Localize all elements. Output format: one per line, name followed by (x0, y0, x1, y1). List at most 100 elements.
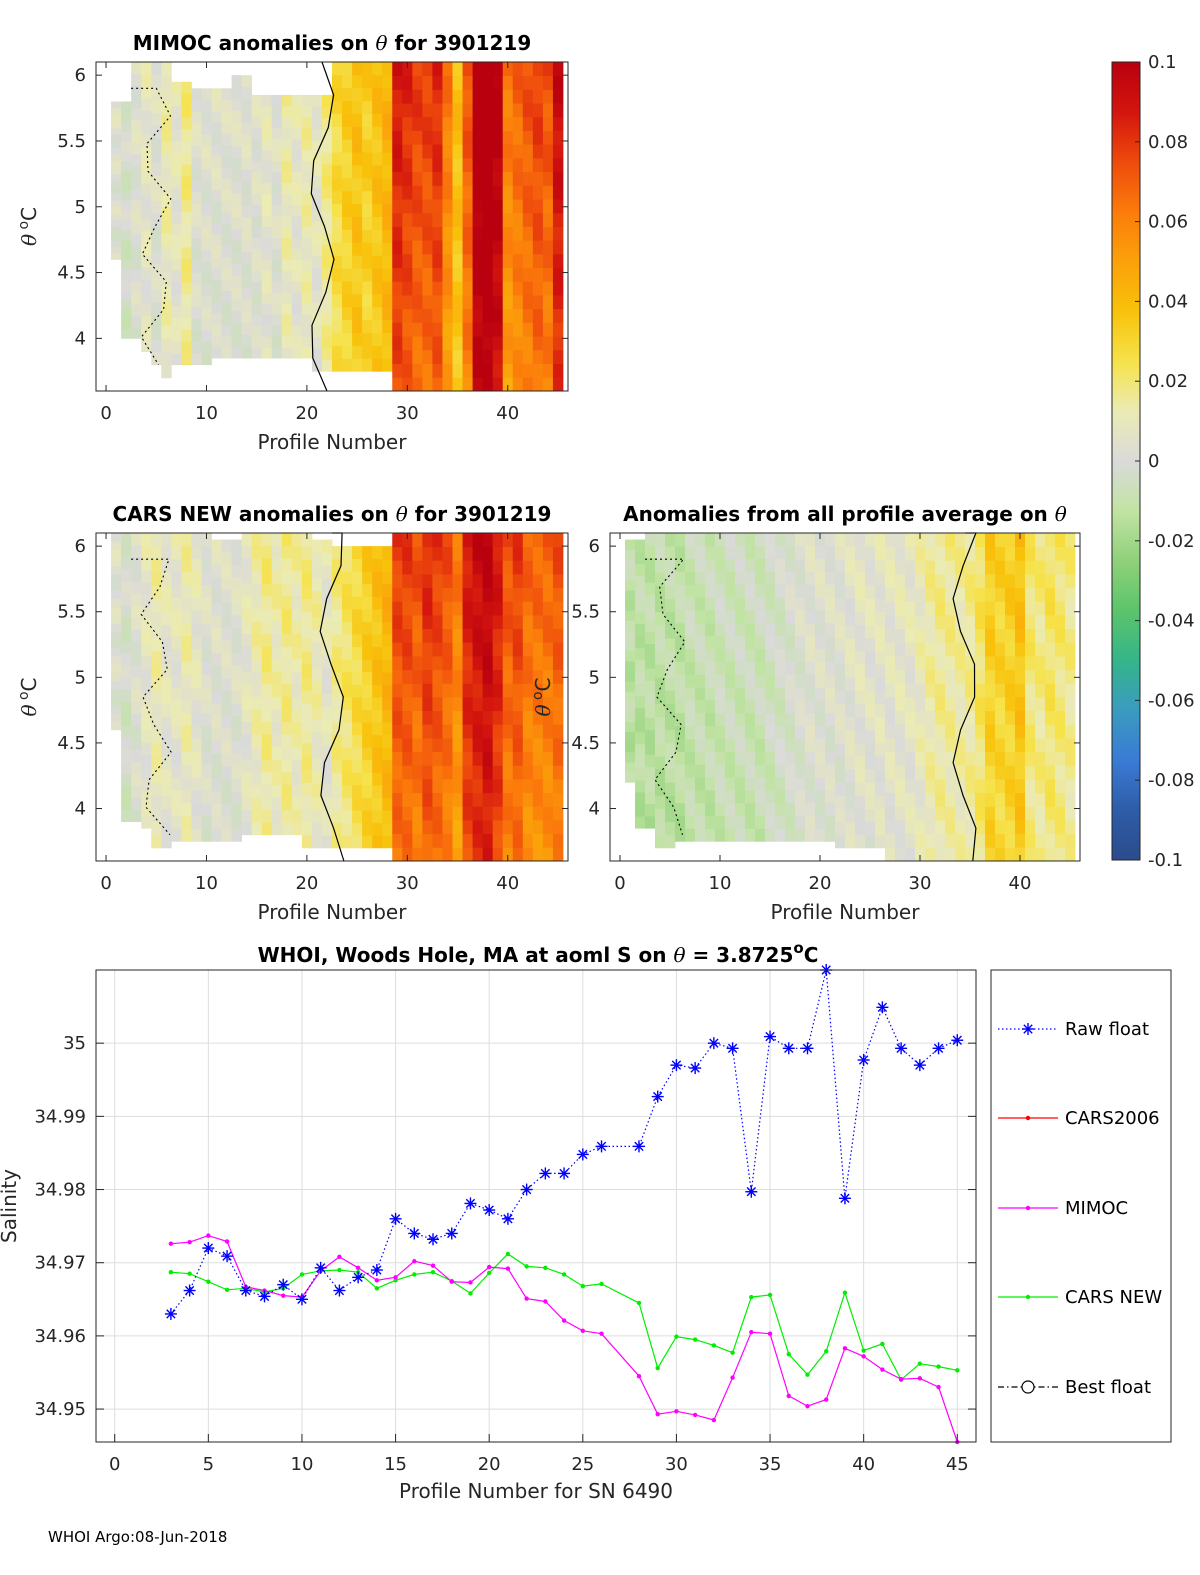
heatmap-cell (725, 764, 736, 778)
heatmap-cell (522, 267, 534, 282)
heatmap-cell (291, 193, 303, 205)
heatmap-cell (815, 828, 826, 842)
heatmap-cell (645, 656, 656, 669)
heatmap-cell (342, 281, 353, 295)
y-axis-label: θ oC (16, 677, 41, 716)
heatmap-cell (875, 611, 886, 626)
heatmap-cell (261, 347, 273, 359)
heatmap-cell (211, 301, 222, 314)
heatmap-cell (645, 815, 656, 829)
heatmap-cell (352, 659, 363, 673)
heatmap-cell (512, 322, 524, 337)
data-point (749, 1294, 754, 1300)
heatmap-cell (171, 246, 182, 259)
heatmap-cell (945, 765, 956, 780)
heatmap-cell (181, 246, 192, 259)
heatmap-cell (825, 648, 836, 662)
heatmap-cell (362, 100, 373, 114)
heatmap-cell (141, 158, 152, 171)
heatmap-cell (502, 253, 514, 269)
heatmap-cell (552, 533, 564, 548)
heatmap-cell (251, 746, 263, 760)
heatmap-cell (785, 712, 796, 727)
data-point (277, 1278, 290, 1291)
heatmap-cell (251, 270, 263, 282)
data-point (258, 1290, 271, 1303)
data-point (674, 1409, 679, 1414)
heatmap-cell (422, 281, 433, 296)
data-point (917, 1361, 923, 1366)
heatmap-cell (271, 237, 283, 249)
heatmap-cell (251, 160, 263, 173)
heatmap-cell (675, 674, 686, 688)
heatmap-cell (362, 293, 373, 308)
heatmap-cell (785, 764, 796, 778)
heatmap-cell (765, 700, 776, 714)
heatmap-cell (332, 87, 343, 102)
heatmap-cell (402, 683, 413, 698)
heatmap-cell (745, 777, 756, 791)
heatmap-cell (301, 690, 313, 704)
heatmap-cell (422, 587, 433, 602)
heatmap-cell (281, 734, 293, 748)
heatmap-cell (945, 574, 956, 589)
heatmap-cell (925, 683, 936, 698)
heatmap-cell (161, 206, 172, 221)
heatmap-cell (301, 171, 313, 184)
heatmap-cell (241, 621, 253, 634)
heatmap-cell (422, 656, 433, 671)
heatmap-cell (512, 833, 524, 848)
heatmap-cell (211, 552, 222, 566)
heatmap-cell (151, 125, 162, 139)
data-point (337, 1267, 342, 1273)
legend-marker (1025, 1115, 1031, 1121)
heatmap-cell (211, 346, 222, 359)
heatmap-cell (342, 659, 353, 673)
heatmap-cell (915, 710, 926, 725)
heatmap-cell (492, 130, 504, 145)
heatmap-cell (121, 653, 132, 666)
heatmap-cell (472, 792, 484, 807)
heatmap-cell (985, 669, 996, 684)
heatmap-cell (542, 103, 554, 118)
heatmap-cell (655, 782, 666, 796)
heatmap-cell (131, 761, 142, 774)
heatmap-cell (141, 631, 152, 645)
heatmap-cell (121, 641, 132, 654)
heatmap-cell (301, 782, 313, 796)
heatmap-cell (665, 729, 676, 744)
heatmap-cell (635, 768, 646, 781)
data-point (239, 1284, 252, 1297)
heatmap-cell (412, 199, 423, 214)
heatmap-cell (131, 593, 142, 606)
heatmap-cell (482, 820, 494, 835)
profile-column-4 (141, 533, 152, 829)
heatmap-cell (281, 105, 293, 118)
heatmap-cell (332, 835, 343, 849)
heatmap-cell (905, 669, 916, 684)
heatmap-cell (342, 74, 353, 89)
x-tick-label: 30 (396, 403, 419, 424)
heatmap-cell (372, 546, 383, 560)
heatmap-cell (161, 219, 172, 234)
heatmap-cell (352, 596, 363, 610)
heatmap-cell (895, 546, 906, 561)
heatmap-cell (372, 596, 383, 610)
heatmap-cell (422, 833, 433, 848)
data-point (842, 1290, 848, 1295)
heatmap-cell (725, 777, 736, 791)
heatmap-cell (705, 764, 716, 778)
heatmap-cell (442, 738, 453, 753)
heatmap-cell (955, 615, 966, 630)
profile-column-12 (735, 533, 746, 842)
heatmap-cell (321, 706, 333, 720)
heatmap-cell (482, 336, 494, 351)
heatmap-cell (552, 281, 564, 296)
profile-column-24 (855, 533, 866, 849)
heatmap-cell (542, 546, 554, 561)
heatmap-cell (1035, 710, 1046, 725)
data-point (393, 1275, 398, 1280)
data-point (430, 1263, 436, 1268)
heatmap-cell (735, 751, 746, 765)
